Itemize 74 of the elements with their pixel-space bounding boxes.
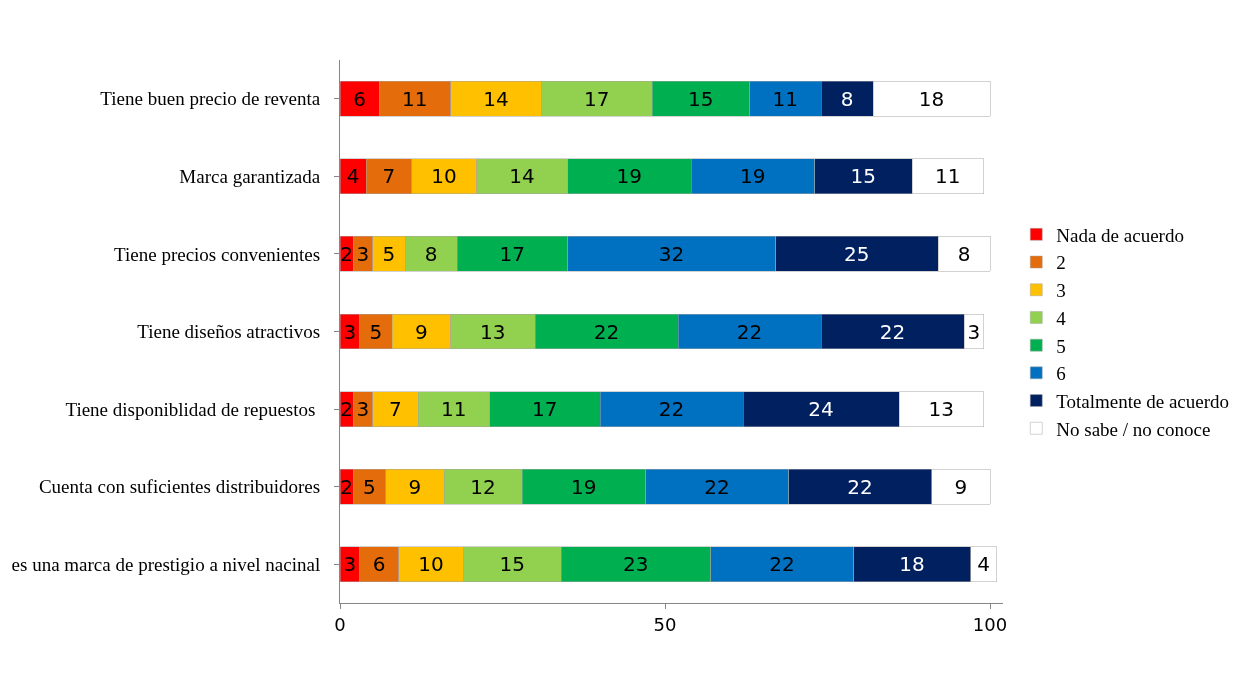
- data-label: 19: [616, 164, 642, 189]
- data-label: 13: [480, 319, 506, 344]
- y-tick-label: Tiene diseños atractivos: [137, 321, 321, 343]
- data-label: 19: [740, 164, 766, 189]
- data-label: 22: [769, 552, 795, 577]
- data-label: 2: [340, 397, 353, 422]
- data-label: 7: [382, 164, 396, 189]
- data-label: 15: [688, 86, 714, 111]
- data-label: 22: [736, 319, 763, 344]
- data-label: 3: [356, 397, 370, 422]
- data-label: 22: [879, 319, 906, 344]
- data-label: 22: [658, 397, 685, 422]
- data-label: 3: [343, 319, 357, 344]
- data-label: 13: [928, 397, 954, 422]
- data-label: 14: [509, 164, 535, 189]
- data-label: 10: [418, 552, 444, 577]
- legend-label: 6: [1056, 363, 1066, 385]
- data-label: 10: [431, 164, 457, 189]
- data-label: 25: [844, 241, 870, 266]
- data-label: 22: [847, 474, 873, 499]
- data-label: 17: [499, 241, 525, 266]
- legend-label: Nada de acuerdo: [1056, 224, 1184, 246]
- x-tick-label: 50: [653, 613, 677, 635]
- legend-label: 2: [1056, 252, 1066, 274]
- data-label: 15: [499, 552, 525, 577]
- data-label: 9: [408, 474, 422, 499]
- x-tick-label: 0: [334, 613, 346, 635]
- data-label: 11: [402, 86, 428, 111]
- data-label: 17: [532, 397, 558, 422]
- legend-label: No sabe / no conoce: [1056, 418, 1211, 440]
- data-label: 3: [356, 241, 370, 266]
- data-label: 17: [584, 86, 610, 111]
- data-label: 4: [977, 552, 990, 577]
- y-tick-label: Marca garantizada: [179, 166, 321, 188]
- data-label: 2: [340, 241, 353, 266]
- data-label: 22: [704, 474, 730, 499]
- data-label: 5: [382, 241, 396, 266]
- y-tick-label: Tiene buen precio de reventa: [100, 88, 321, 110]
- data-label: 12: [470, 474, 496, 499]
- legend-label: 5: [1056, 335, 1066, 357]
- data-label: 7: [388, 397, 402, 422]
- x-tick-label: 100: [972, 613, 1008, 635]
- data-label: 5: [369, 319, 383, 344]
- data-label: 6: [353, 86, 366, 111]
- data-label: 9: [954, 474, 968, 499]
- data-label: 22: [593, 319, 620, 344]
- legend-label: 3: [1056, 280, 1066, 302]
- data-label: 3: [343, 552, 357, 577]
- data-label: 18: [918, 86, 945, 111]
- data-label: 8: [957, 241, 971, 266]
- data-label: 5: [362, 474, 376, 499]
- data-label: 15: [850, 164, 876, 189]
- data-label: 11: [935, 164, 961, 189]
- data-label: 4: [346, 164, 360, 189]
- data-label: 8: [840, 86, 854, 111]
- y-tick-label: es una marca de prestigio a nivel nacinal: [11, 553, 321, 575]
- legend-label: 4: [1056, 307, 1067, 329]
- data-label: 24: [808, 397, 834, 422]
- y-tick-label: Tiene disponiblidad de repuestos: [65, 398, 321, 420]
- data-label: 6: [372, 552, 386, 577]
- data-label: 2: [340, 474, 353, 499]
- y-tick-label: Cuenta con suficientes distribuidores: [38, 476, 321, 498]
- data-label: 8: [424, 241, 438, 266]
- data-label: 11: [772, 86, 798, 111]
- data-label: 11: [441, 397, 467, 422]
- data-label: 23: [623, 552, 649, 577]
- legend-label: Totalmente de acuerdo: [1056, 390, 1230, 412]
- data-label: 14: [483, 86, 509, 111]
- data-label: 3: [967, 319, 981, 344]
- data-label: 18: [899, 552, 925, 577]
- data-label: 19: [571, 474, 597, 499]
- data-label: 32: [658, 241, 685, 266]
- y-tick-label: Tiene precios convenientes: [114, 243, 321, 265]
- data-label: 9: [414, 319, 428, 344]
